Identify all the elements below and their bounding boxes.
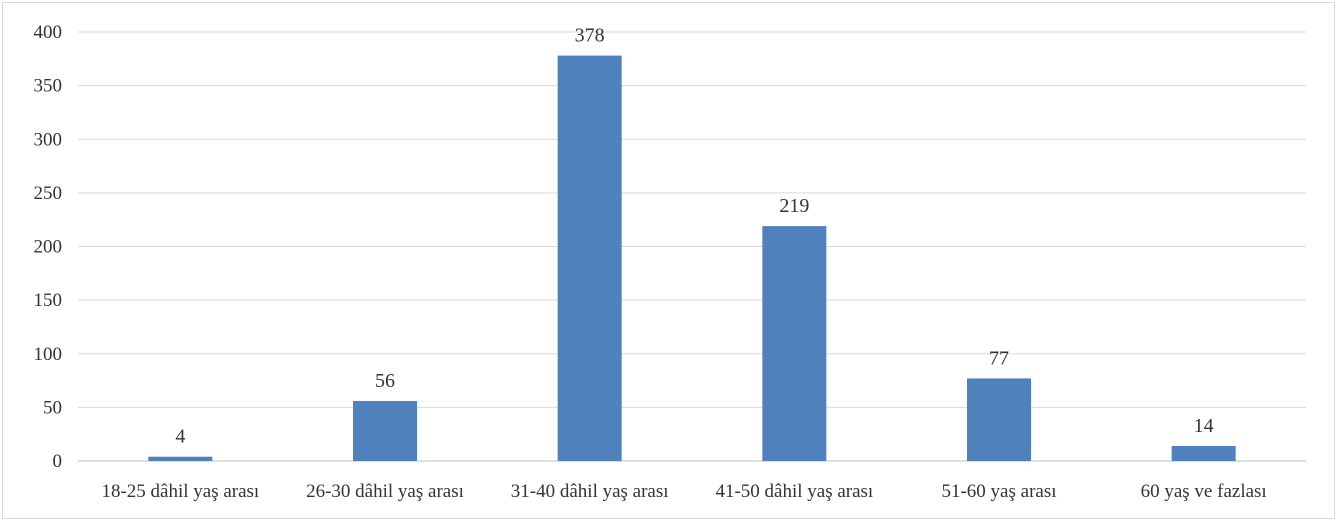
bars — [148, 55, 1236, 461]
x-axis: 18-25 dâhil yaş arası 26-30 dâhil yaş ara… — [101, 481, 1266, 502]
data-label-5: 77 — [989, 347, 1009, 369]
y-tick-label: 150 — [34, 290, 63, 311]
data-label-4: 219 — [779, 195, 809, 217]
bar-3 — [557, 55, 622, 461]
bar-4 — [762, 226, 827, 461]
y-axis: 0 50 100 150 200 250 300 350 400 — [34, 22, 63, 472]
x-category-label-4: 41-50 dâhil yaş arası — [715, 481, 873, 502]
data-labels: 4 56 378 219 77 14 — [175, 25, 1213, 448]
x-category-label-2: 26-30 dâhil yaş arası — [306, 481, 464, 502]
bar-6 — [1171, 445, 1236, 461]
y-tick-label: 250 — [34, 183, 63, 204]
data-label-2: 56 — [375, 370, 395, 392]
x-category-label-3: 31-40 dâhil yaş arası — [511, 481, 669, 502]
y-tick-label: 400 — [34, 22, 63, 43]
y-tick-label: 200 — [34, 237, 63, 258]
y-tick-label: 50 — [43, 397, 62, 418]
y-tick-label: 300 — [34, 129, 63, 150]
x-category-label-6: 60 yaş ve fazlası — [1141, 481, 1267, 502]
data-label-6: 14 — [1194, 415, 1214, 437]
gridlines — [78, 31, 1306, 462]
x-category-label-5: 51-60 yaş arası — [941, 481, 1056, 502]
bar-2 — [353, 400, 417, 461]
data-label-1: 4 — [175, 426, 185, 448]
x-category-label-1: 18-25 dâhil yaş arası — [101, 481, 259, 502]
y-tick-label: 100 — [34, 344, 63, 365]
bar-5 — [967, 378, 1031, 461]
data-label-3: 378 — [575, 25, 605, 47]
y-tick-label: 0 — [53, 451, 63, 472]
bar-1 — [148, 456, 213, 461]
y-tick-label: 350 — [34, 76, 63, 97]
